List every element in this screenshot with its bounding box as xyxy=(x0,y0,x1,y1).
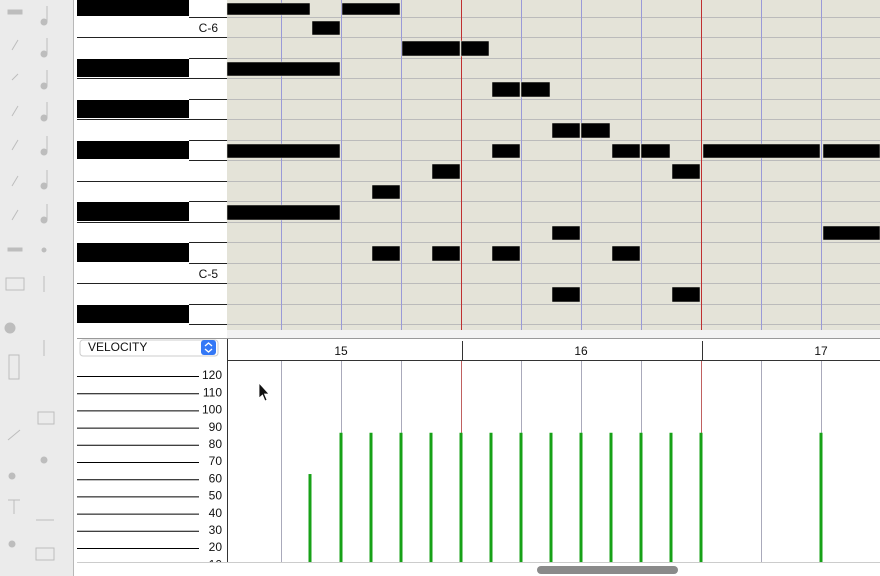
velocity-bar[interactable] xyxy=(699,432,703,562)
velocity-bar[interactable] xyxy=(459,432,463,562)
scale-label: 40 xyxy=(209,506,223,520)
mouse-cursor xyxy=(258,381,270,402)
velocity-bar[interactable] xyxy=(399,432,403,562)
note[interactable] xyxy=(551,122,581,139)
velocity-bar[interactable] xyxy=(639,432,643,562)
lane-header xyxy=(77,339,880,361)
note[interactable] xyxy=(491,81,521,98)
note[interactable] xyxy=(371,184,401,200)
selector-stepper[interactable] xyxy=(201,340,216,355)
scale-label: 70 xyxy=(209,454,223,468)
note[interactable] xyxy=(431,245,461,262)
tool-icons[interactable] xyxy=(4,6,55,561)
velocity-bar[interactable] xyxy=(549,432,553,562)
tool-palette xyxy=(0,0,73,576)
black-key xyxy=(77,202,189,221)
note[interactable] xyxy=(671,286,701,303)
note[interactable] xyxy=(371,245,401,262)
note[interactable] xyxy=(702,143,821,159)
note[interactable] xyxy=(822,143,880,159)
note[interactable] xyxy=(551,286,581,303)
scale-label: 10 xyxy=(209,557,223,571)
velocity-bar[interactable] xyxy=(429,432,433,562)
note[interactable] xyxy=(226,143,341,159)
note[interactable] xyxy=(822,225,880,241)
note[interactable] xyxy=(226,204,341,221)
stepper-arrows xyxy=(204,342,213,353)
scale-label: 120 xyxy=(202,368,222,382)
lane-selector-label[interactable]: VELOCITY xyxy=(88,340,147,354)
horizontal-scrollbar[interactable] xyxy=(537,566,678,574)
note[interactable] xyxy=(671,163,701,180)
black-key xyxy=(77,243,189,262)
black-key xyxy=(77,141,189,159)
black-key xyxy=(77,100,189,118)
velocity-bar[interactable] xyxy=(519,432,523,562)
key-label: C-5 xyxy=(199,267,219,281)
measure-number: 16 xyxy=(574,344,588,358)
note[interactable] xyxy=(491,143,521,159)
scale-label: 60 xyxy=(209,471,223,485)
note[interactable] xyxy=(580,122,611,139)
velocity-bar[interactable] xyxy=(609,432,613,562)
velocity-bar[interactable] xyxy=(669,432,673,562)
note[interactable] xyxy=(226,2,311,16)
horizontal-divider xyxy=(227,330,880,338)
scale-label: 100 xyxy=(202,403,222,417)
velocity-bar[interactable] xyxy=(339,432,343,562)
note[interactable] xyxy=(611,143,641,159)
note[interactable] xyxy=(640,143,671,159)
velocity-bar[interactable] xyxy=(369,432,373,562)
lane-selector[interactable] xyxy=(79,339,219,357)
note[interactable] xyxy=(551,225,581,241)
piano-keyboard[interactable] xyxy=(77,0,227,332)
scale-label: 110 xyxy=(203,385,222,399)
note[interactable] xyxy=(491,245,521,262)
note[interactable] xyxy=(401,40,461,57)
note[interactable] xyxy=(341,2,401,16)
velocity-bar[interactable] xyxy=(489,432,493,562)
note[interactable] xyxy=(311,20,341,36)
scale-label: 30 xyxy=(209,523,223,537)
scale-label: 90 xyxy=(209,420,223,434)
note[interactable] xyxy=(226,61,341,77)
velocity-bar[interactable] xyxy=(579,432,583,562)
note[interactable] xyxy=(431,163,461,180)
note[interactable] xyxy=(520,81,551,98)
note[interactable] xyxy=(460,40,490,57)
scale-label: 20 xyxy=(209,540,223,554)
key-label: C-6 xyxy=(199,21,219,35)
black-key xyxy=(77,59,189,77)
black-key xyxy=(77,305,189,323)
note-grid[interactable] xyxy=(227,0,880,332)
scale-label: 50 xyxy=(209,489,223,503)
velocity-lane: 120 110 100 90 80 70 60 50 40 30 20 10 xyxy=(77,361,823,571)
scale-label: 80 xyxy=(209,437,223,451)
measure-number: 17 xyxy=(814,344,828,358)
note[interactable] xyxy=(611,245,641,262)
measure-number: 15 xyxy=(334,344,348,358)
black-key xyxy=(77,0,189,16)
velocity-bar[interactable] xyxy=(819,432,823,562)
velocity-bar[interactable] xyxy=(308,474,312,562)
